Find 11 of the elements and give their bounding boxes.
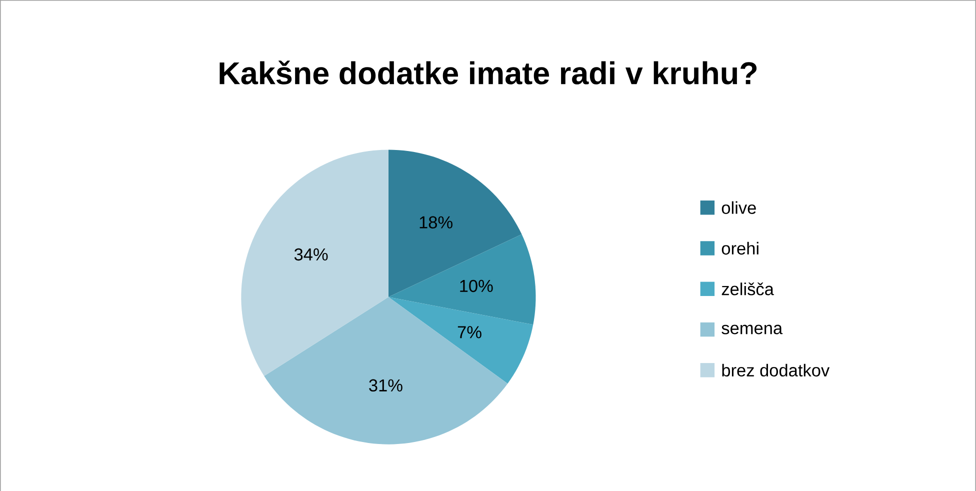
data-label: 31% xyxy=(369,379,402,392)
data-label: 34% xyxy=(294,248,328,260)
legend-label: brez dodatkov xyxy=(722,364,830,376)
data-label: 10% xyxy=(460,280,493,292)
data-label: 18% xyxy=(420,216,452,228)
legend-label: orehi xyxy=(722,242,758,254)
legend-label: olive xyxy=(722,201,756,214)
data-label: 7% xyxy=(458,326,482,338)
chart-title: Kakšne dodatke imate radi v kruhu? xyxy=(220,60,757,84)
legend-label: zelišča xyxy=(722,282,774,296)
legend-label: semena xyxy=(722,324,783,334)
